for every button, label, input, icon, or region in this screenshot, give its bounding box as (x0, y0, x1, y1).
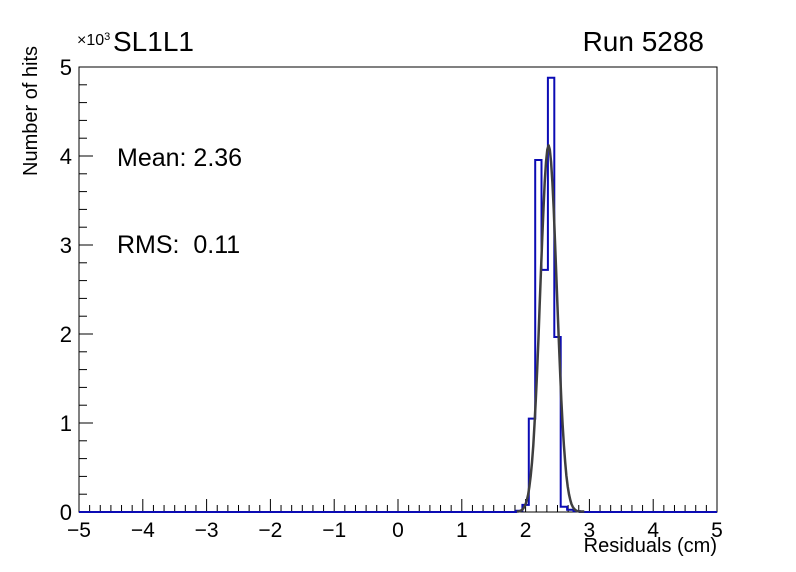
stat-rms: RMS: 0.11 (117, 231, 241, 259)
stats-box: Mean: 2.36 RMS: 0.11 (117, 86, 242, 318)
x-tick-label: −1 (322, 519, 346, 542)
x-tick-label: −5 (67, 519, 91, 542)
run-number-label: Run 5288 (582, 26, 704, 57)
gaussian-fit-curve (516, 144, 585, 513)
y-tick-label: 5 (60, 55, 72, 80)
x-tick-label: 2 (520, 519, 532, 542)
x-tick-label: 5 (711, 519, 723, 542)
x-tick-label: 4 (647, 519, 659, 542)
x-tick-label: −2 (258, 519, 282, 542)
plot-title: SL1L1 (113, 26, 194, 57)
y-tick-label: 0 (60, 500, 72, 525)
x-tick-label: 3 (584, 519, 596, 542)
y-axis-exponent: ×103 (77, 31, 110, 50)
x-tick-label: −4 (131, 519, 155, 542)
y-tick-label: 2 (60, 322, 72, 347)
histogram-line (79, 76, 717, 513)
y-axis-title: Number of hits (20, 45, 42, 176)
y-axis-exponent-base: ×10 (77, 32, 105, 49)
y-tick-label: 1 (60, 411, 72, 436)
y-tick-label: 3 (60, 233, 72, 258)
y-tick-label: 4 (60, 144, 72, 169)
x-tick-label: 1 (456, 519, 468, 542)
y-axis-exponent-power: 3 (104, 31, 111, 43)
x-tick-label: −3 (195, 519, 219, 542)
x-tick-label: 0 (392, 519, 404, 542)
stat-mean: Mean: 2.36 (117, 144, 243, 172)
x-axis-title: Residuals (cm) (583, 535, 717, 557)
